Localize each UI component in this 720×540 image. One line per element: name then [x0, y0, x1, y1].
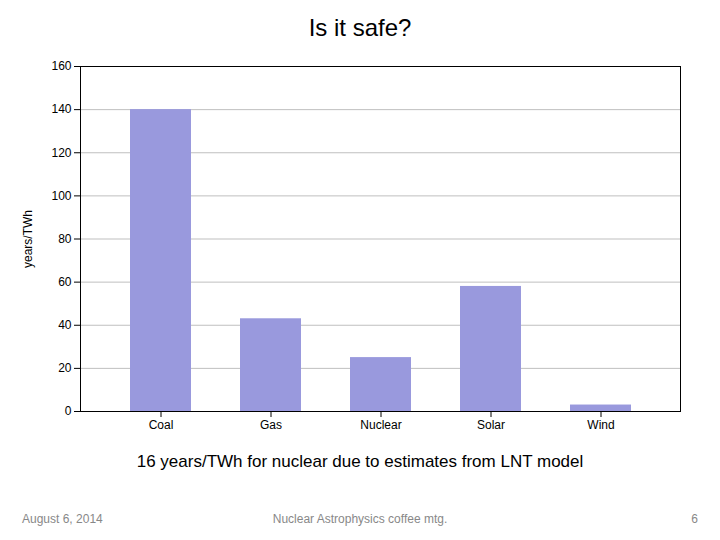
svg-text:Wind: Wind — [587, 418, 614, 432]
html-text:Nuclear Astrophysics coffee mt: Nuclear Astrophysics coffee mtg. — [272, 512, 448, 526]
svg-text:Nuclear: Nuclear — [360, 418, 401, 432]
svg-text:years/TWh: years/TWh — [21, 210, 35, 268]
svg-text:60: 60 — [58, 275, 72, 289]
svg-text:Solar: Solar — [477, 418, 505, 432]
svg-text:80: 80 — [58, 232, 72, 246]
svg-text:120: 120 — [51, 146, 71, 160]
svg-text:Coal: Coal — [149, 418, 174, 432]
svg-text:Gas: Gas — [260, 418, 282, 432]
svg-text:20: 20 — [58, 361, 72, 375]
svg-text:140: 140 — [51, 102, 71, 116]
svg-text:100: 100 — [51, 189, 71, 203]
html-text:6: 6 — [691, 512, 698, 526]
html-text:Is it safe?: Is it safe? — [308, 14, 412, 41]
html-text:August 6, 2014: August 6, 2014 — [22, 512, 103, 526]
svg-text:160: 160 — [51, 59, 71, 73]
svg-text:0: 0 — [65, 404, 72, 418]
svg-text:40: 40 — [58, 318, 72, 332]
html-text:16 years/TWh for nuclear due t: 16 years/TWh for nuclear due to estimate… — [136, 452, 584, 471]
